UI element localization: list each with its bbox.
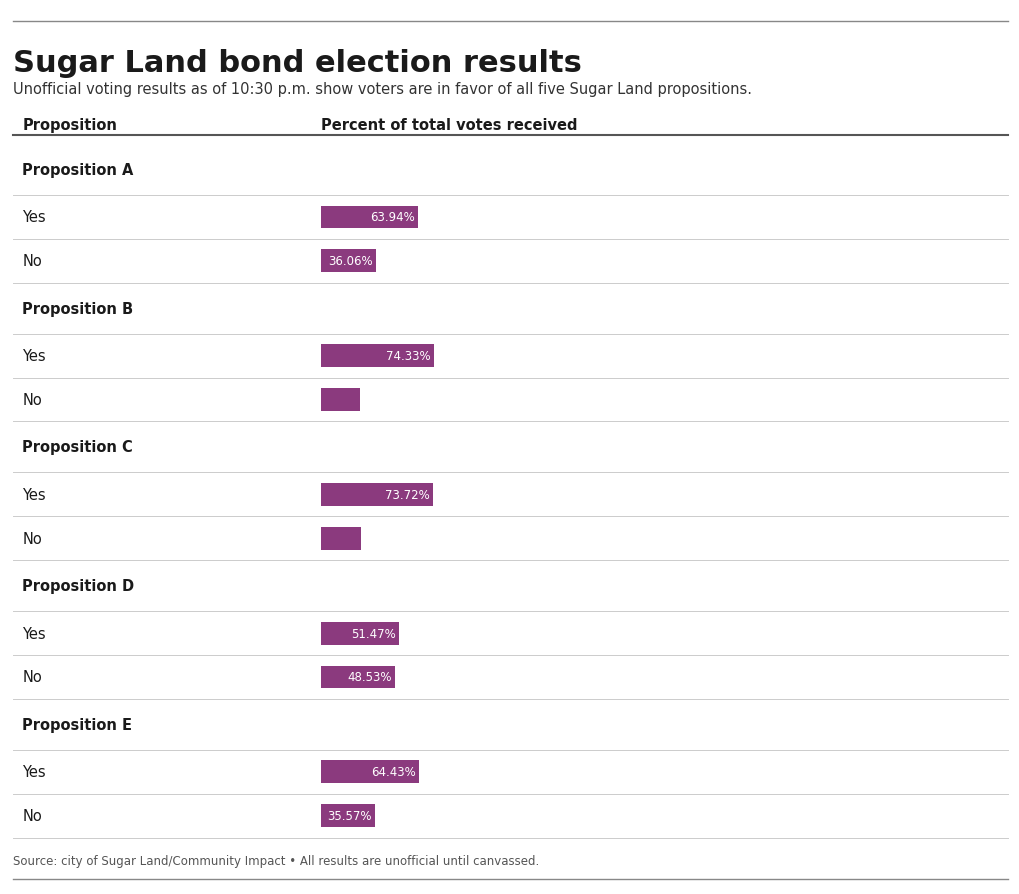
Text: No: No	[22, 392, 42, 408]
Text: 35.57%: 35.57%	[327, 809, 372, 822]
Text: Proposition C: Proposition C	[22, 440, 133, 455]
Text: No: No	[22, 531, 42, 546]
Text: 36.06%: 36.06%	[328, 255, 372, 268]
Text: Proposition D: Proposition D	[22, 578, 135, 594]
Text: 64.43%: 64.43%	[370, 765, 415, 779]
Text: Source: city of Sugar Land/Community Impact • All results are unofficial until c: Source: city of Sugar Land/Community Imp…	[13, 854, 539, 867]
Text: 73.72%: 73.72%	[384, 488, 429, 502]
Text: Yes: Yes	[22, 626, 46, 641]
Text: Proposition A: Proposition A	[22, 163, 133, 178]
Bar	[321, 805, 375, 827]
Bar	[321, 484, 432, 506]
Text: Sugar Land bond election results: Sugar Land bond election results	[13, 49, 582, 78]
Text: Proposition B: Proposition B	[22, 301, 133, 316]
Text: Proposition: Proposition	[22, 118, 117, 133]
Text: 74.33%: 74.33%	[385, 350, 430, 363]
Text: Percent of total votes received: Percent of total votes received	[321, 118, 577, 133]
Text: No: No	[22, 808, 42, 823]
Text: Yes: Yes	[22, 210, 46, 225]
Bar	[321, 389, 360, 411]
Text: 48.53%: 48.53%	[346, 670, 391, 684]
Bar	[321, 761, 418, 783]
Bar	[321, 622, 398, 645]
Text: Unofficial voting results as of 10:30 p.m. show voters are in favor of all five : Unofficial voting results as of 10:30 p.…	[13, 82, 752, 97]
Text: Proposition E: Proposition E	[22, 717, 132, 732]
Text: Yes: Yes	[22, 349, 46, 364]
Text: 51.47%: 51.47%	[351, 627, 395, 640]
Bar	[321, 250, 375, 273]
Bar	[321, 666, 394, 688]
Bar	[321, 527, 361, 550]
Text: Yes: Yes	[22, 764, 46, 780]
Bar	[321, 345, 433, 367]
Text: No: No	[22, 670, 42, 685]
Text: Yes: Yes	[22, 487, 46, 502]
Text: 63.94%: 63.94%	[370, 211, 415, 224]
Text: No: No	[22, 254, 42, 269]
Bar	[321, 207, 418, 229]
